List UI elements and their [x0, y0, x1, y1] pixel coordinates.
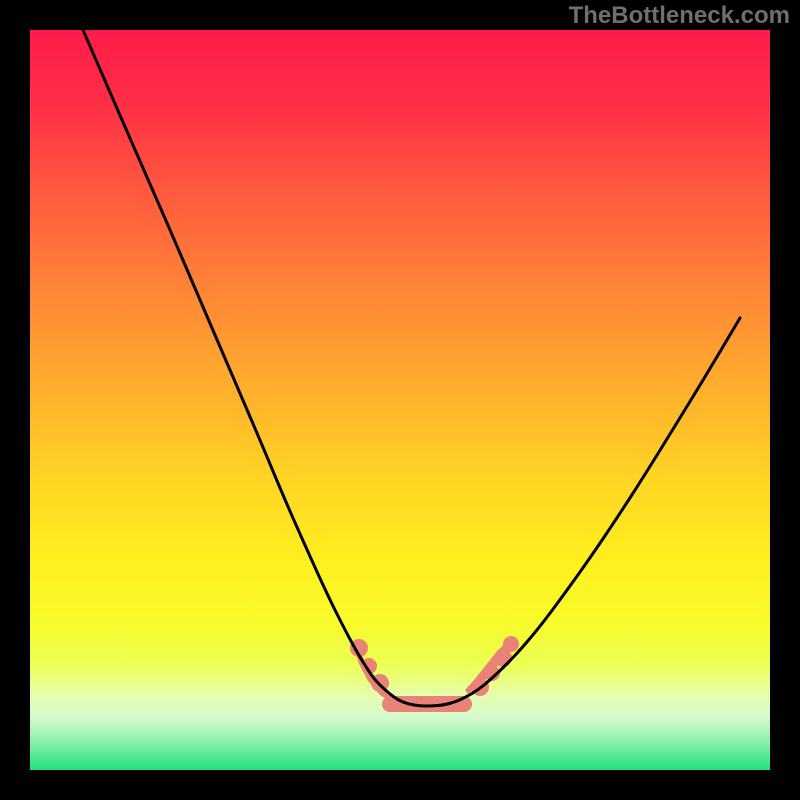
watermark-text: TheBottleneck.com: [569, 2, 790, 30]
gradient-background: [30, 30, 770, 770]
plot-area: [30, 30, 770, 770]
